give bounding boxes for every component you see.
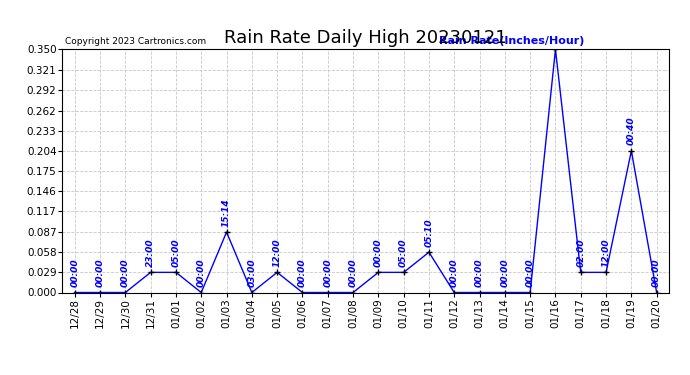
- Text: 00:00: 00:00: [475, 258, 484, 287]
- Text: Rain Rate(Inches/Hour): Rain Rate(Inches/Hour): [439, 36, 584, 46]
- Text: 12:00: 12:00: [602, 238, 611, 267]
- Text: 00:00: 00:00: [348, 258, 357, 287]
- Text: 05:00: 05:00: [171, 238, 181, 267]
- Title: Rain Rate Daily High 20230121: Rain Rate Daily High 20230121: [224, 29, 507, 47]
- Text: 14:28: 14:28: [0, 374, 1, 375]
- Text: 05:00: 05:00: [399, 238, 408, 267]
- Text: 00:00: 00:00: [95, 258, 105, 287]
- Text: 00:00: 00:00: [197, 258, 206, 287]
- Text: 23:00: 23:00: [146, 238, 155, 267]
- Text: 00:00: 00:00: [323, 258, 333, 287]
- Text: 00:00: 00:00: [374, 238, 383, 267]
- Text: 00:40: 00:40: [627, 117, 636, 145]
- Text: 05:10: 05:10: [424, 218, 433, 247]
- Text: 00:00: 00:00: [121, 258, 130, 287]
- Text: 00:00: 00:00: [70, 258, 79, 287]
- Text: 00:00: 00:00: [500, 258, 509, 287]
- Text: 00:00: 00:00: [450, 258, 459, 287]
- Text: 00:00: 00:00: [298, 258, 307, 287]
- Text: 00:00: 00:00: [652, 258, 661, 287]
- Text: 03:00: 03:00: [247, 258, 257, 287]
- Text: 00:00: 00:00: [526, 258, 535, 287]
- Text: 15:14: 15:14: [222, 198, 231, 226]
- Text: Copyright 2023 Cartronics.com: Copyright 2023 Cartronics.com: [65, 38, 206, 46]
- Text: 12:00: 12:00: [273, 238, 282, 267]
- Text: 02:00: 02:00: [576, 238, 585, 267]
